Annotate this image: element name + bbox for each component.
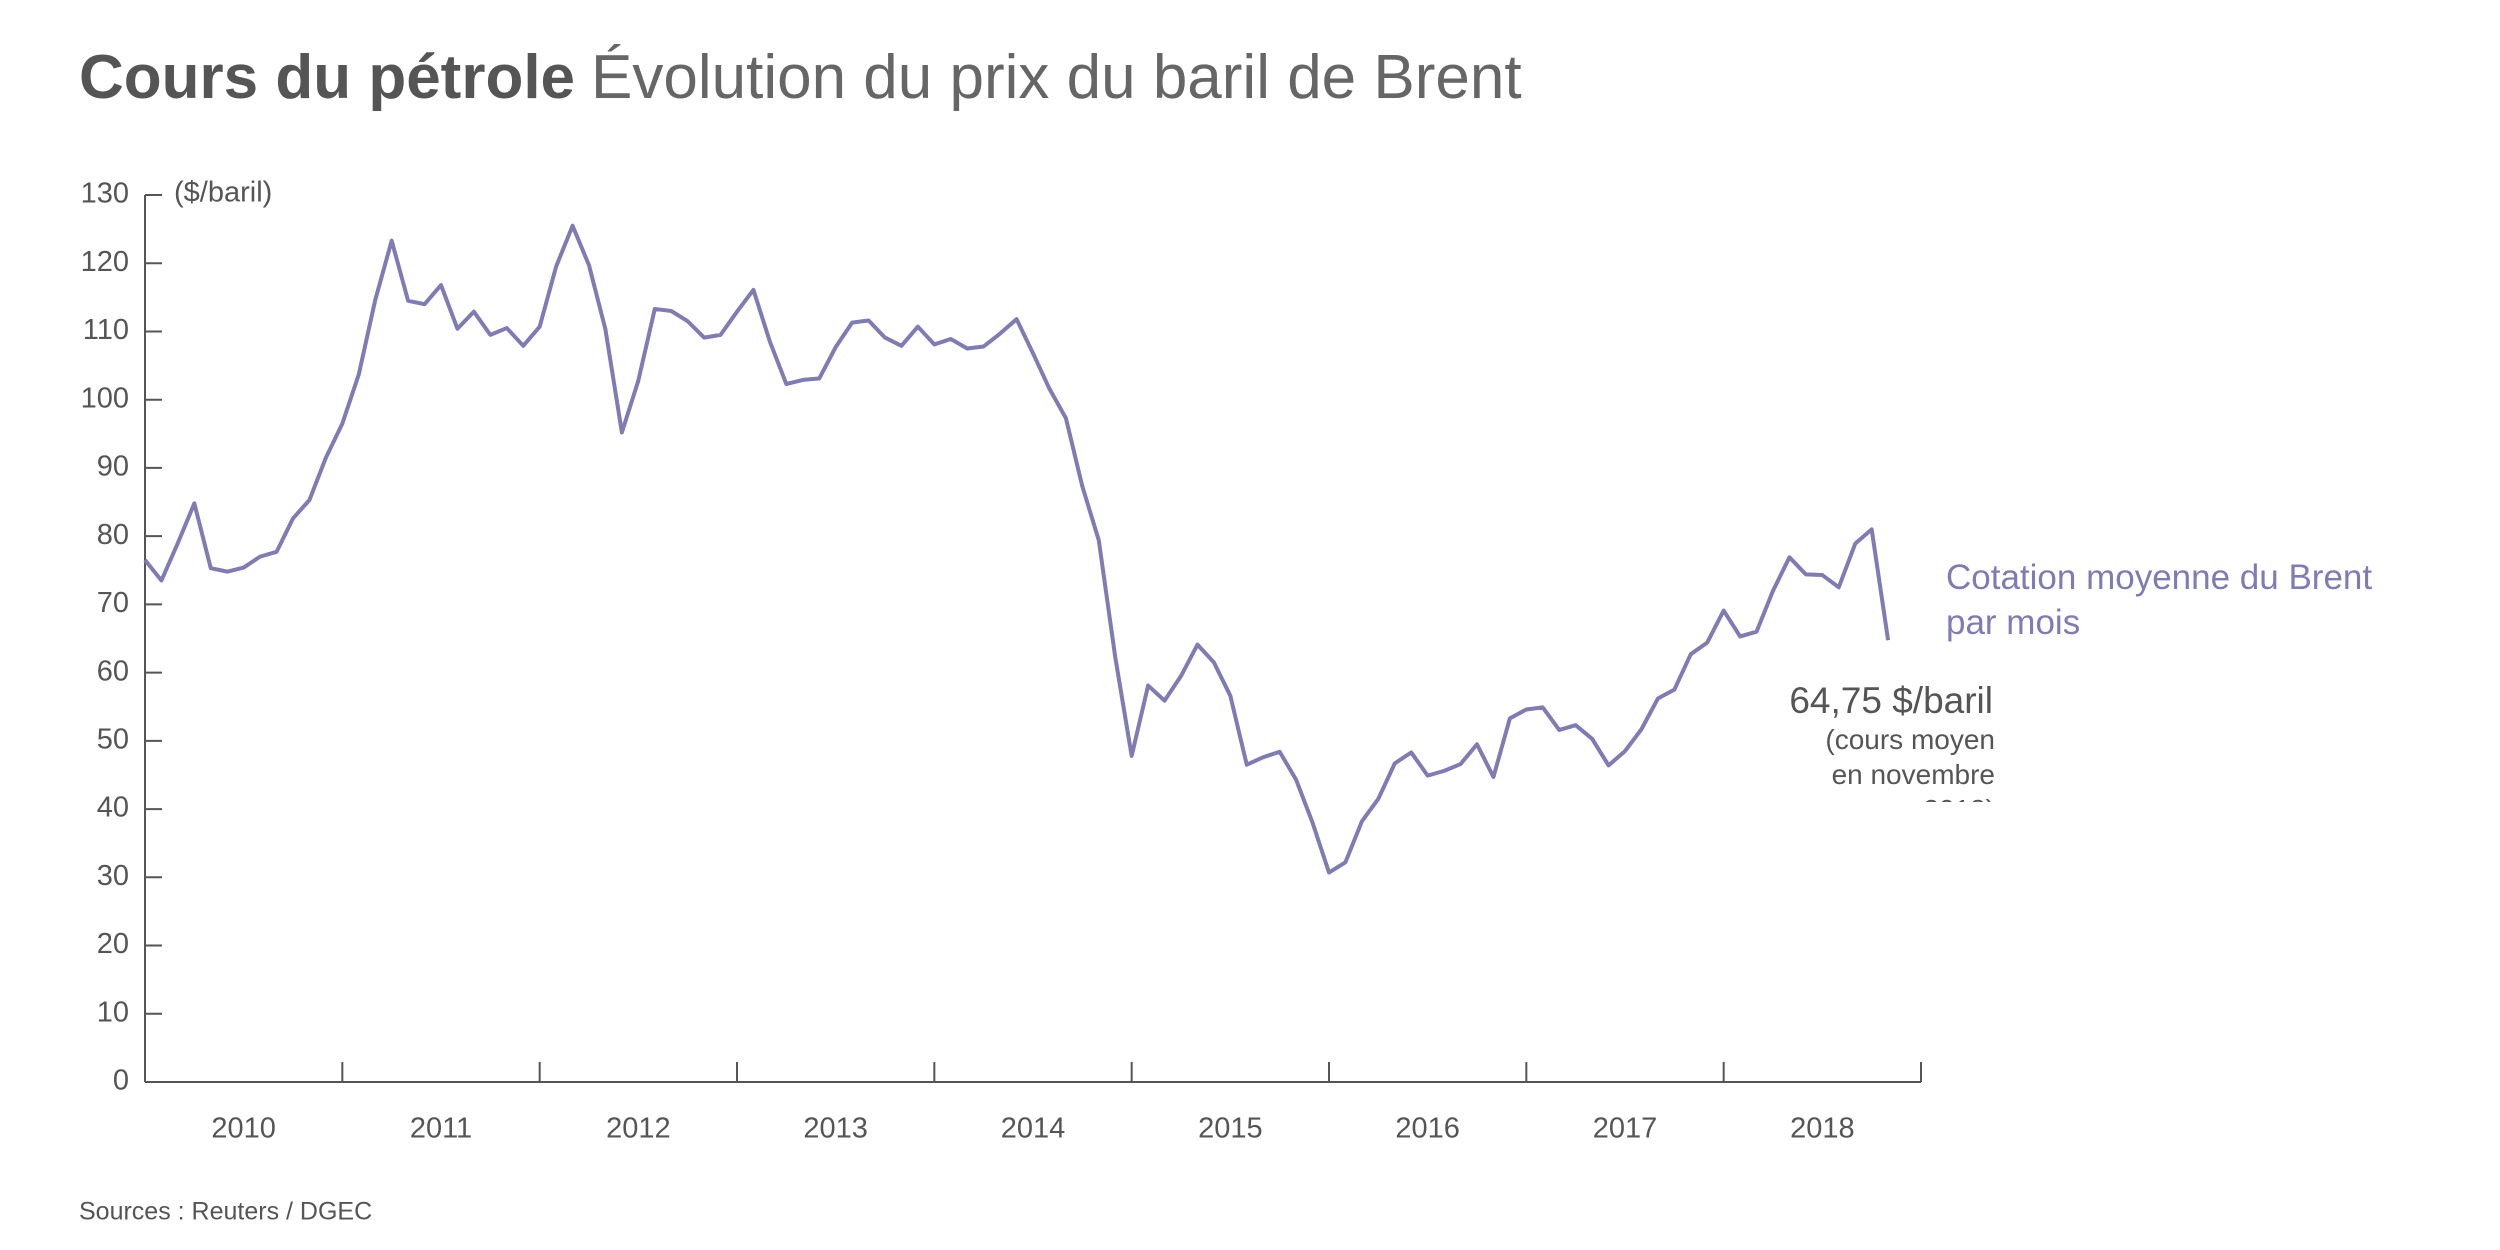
x-tick-label: 2013 bbox=[803, 1113, 868, 1145]
y-tick-label: 90 bbox=[97, 451, 129, 483]
y-tick-label: 30 bbox=[97, 860, 129, 892]
x-tick-label: 2016 bbox=[1395, 1113, 1460, 1145]
y-tick-label: 60 bbox=[97, 655, 129, 687]
y-tick-label: 110 bbox=[83, 314, 129, 346]
annotation-note-box: (cours moyen en novembre 2018) bbox=[1825, 724, 1995, 802]
y-tick-label: 80 bbox=[97, 519, 129, 551]
x-tick-label: 2011 bbox=[410, 1113, 472, 1145]
legend-label: Cotation moyenne du Brent par mois bbox=[1946, 558, 2373, 642]
y-tick-label: 120 bbox=[81, 246, 129, 278]
y-tick-label: 20 bbox=[97, 928, 129, 960]
x-tick-label: 2015 bbox=[1198, 1113, 1263, 1145]
x-tick-label: 2010 bbox=[211, 1113, 276, 1145]
annotation-note: (cours moyen en novembre 2018) bbox=[1825, 724, 1995, 802]
y-tick-label: 0 bbox=[113, 1065, 129, 1097]
x-tick-label: 2018 bbox=[1790, 1113, 1855, 1145]
y-tick-label: 10 bbox=[97, 996, 129, 1028]
annotation-label: 64,75 $/baril bbox=[1789, 680, 1993, 721]
y-tick-label: 130 bbox=[81, 178, 129, 210]
data-line bbox=[143, 223, 1891, 875]
source: Sources : Reuters / DGEC bbox=[79, 1198, 372, 1226]
subtitle: Évolution du prix du baril de Brent bbox=[591, 43, 1522, 112]
legend: Cotation moyenne du Brent par mois bbox=[1946, 558, 2373, 642]
x-tick-label: 2012 bbox=[606, 1113, 671, 1145]
title: Cours du pétrole bbox=[79, 43, 575, 112]
chart-title: Cours du pétrole Évolution du prix du bar… bbox=[79, 43, 1522, 112]
y-axis-label: ($/baril) bbox=[174, 177, 272, 209]
y-tick-label: 50 bbox=[97, 724, 129, 756]
y-tick-label: 100 bbox=[81, 382, 129, 414]
y-tick-label: 40 bbox=[97, 792, 129, 824]
x-tick-label: 2014 bbox=[1001, 1113, 1066, 1145]
x-tick-label: 2017 bbox=[1593, 1113, 1658, 1145]
y-tick-label: 70 bbox=[97, 587, 129, 619]
